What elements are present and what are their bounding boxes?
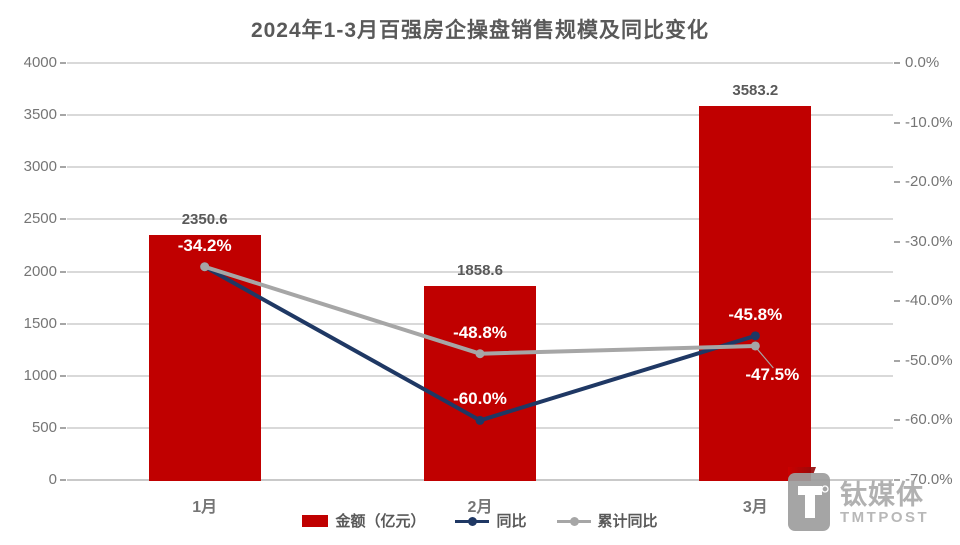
right-axis-label: -60.0% <box>905 411 953 429</box>
right-axis-tick <box>894 240 900 243</box>
legend-label-cumulative: 累计同比 <box>597 513 658 530</box>
right-axis-tick <box>894 62 900 64</box>
point-label: -45.8% <box>728 304 783 324</box>
watermark-text: 钛媒体 TMTPOST <box>840 480 930 527</box>
left-axis-label: 3500 <box>23 106 57 124</box>
right-axis-label: -30.0% <box>905 232 953 250</box>
right-axis-tick <box>894 121 900 124</box>
left-axis-tick <box>60 479 66 481</box>
x-axis-label: 2月 <box>467 499 493 516</box>
left-axis-tick <box>60 426 66 429</box>
point-label: -47.5% <box>745 364 800 384</box>
right-axis-label: -70.0% <box>905 471 953 488</box>
left-axis-label: 2500 <box>23 210 57 228</box>
right-axis-tick <box>894 300 900 303</box>
left-axis-tick <box>60 374 66 377</box>
right-axis-label: -20.0% <box>905 173 953 191</box>
bar-value-label: 2350.6 <box>181 210 228 228</box>
watermark-cn: 钛媒体 <box>840 480 924 510</box>
right-axis-label: -50.0% <box>905 351 953 369</box>
left-axis-tick <box>60 270 66 273</box>
right-axis-tick <box>894 359 900 362</box>
legend-item-yoy: 同比 <box>455 510 527 531</box>
tmtpost-logo-icon <box>788 467 830 531</box>
right-axis-label: -40.0% <box>905 292 953 310</box>
left-axis-tick <box>60 62 66 64</box>
point-label: -60.0% <box>453 389 507 409</box>
gridline <box>67 166 893 169</box>
left-axis-label: 0 <box>48 471 57 488</box>
right-axis-label: -10.0% <box>905 113 953 131</box>
left-axis-tick <box>60 114 66 117</box>
left-axis-label: 2000 <box>23 262 57 280</box>
bar-value-label: 3583.2 <box>732 82 779 100</box>
bar-2月 <box>424 286 536 481</box>
chart-title: 2024年1-3月百强房企操盘销售规模及同比变化 <box>250 19 710 42</box>
left-axis-tick <box>60 322 66 325</box>
bar-swatch-icon <box>302 514 329 527</box>
legend-item-amount: 金额（亿元） <box>302 510 425 531</box>
bar-1月 <box>148 234 261 481</box>
tmtpost-watermark: 钛媒体 TMTPOST <box>788 466 938 536</box>
point-label: -48.8% <box>453 322 507 342</box>
watermark-en: TMTPOST <box>840 509 930 526</box>
bar-3月 <box>699 106 812 481</box>
line-dot-swatch-icon <box>556 515 591 527</box>
right-axis-tick <box>894 419 900 422</box>
left-axis-label: 1000 <box>23 366 57 384</box>
gridline <box>67 114 893 117</box>
left-axis-tick <box>60 218 66 221</box>
line-dot-swatch-icon <box>455 515 490 527</box>
right-axis-tick <box>894 479 900 481</box>
gridline <box>67 218 893 221</box>
x-axis-label: 3月 <box>742 499 768 516</box>
bar-value-label: 1858.6 <box>457 262 503 280</box>
left-axis-label: 3000 <box>23 158 57 176</box>
legend-label-yoy: 同比 <box>496 513 527 530</box>
legend: 金额（亿元） 同比 累计同比 <box>0 510 960 531</box>
legend-item-cumulative: 累计同比 <box>556 510 658 531</box>
legend-label-amount: 金额（亿元） <box>335 513 426 530</box>
right-axis-tick <box>894 181 900 184</box>
left-axis-label: 1500 <box>23 314 57 332</box>
right-axis-label: 0.0% <box>905 54 940 71</box>
x-axis-label: 1月 <box>192 499 218 516</box>
point-label: -34.2% <box>177 235 232 255</box>
left-axis-tick <box>60 166 66 169</box>
left-axis-label: 500 <box>31 418 57 436</box>
left-axis-label: 4000 <box>23 54 57 71</box>
gridline <box>67 62 893 64</box>
